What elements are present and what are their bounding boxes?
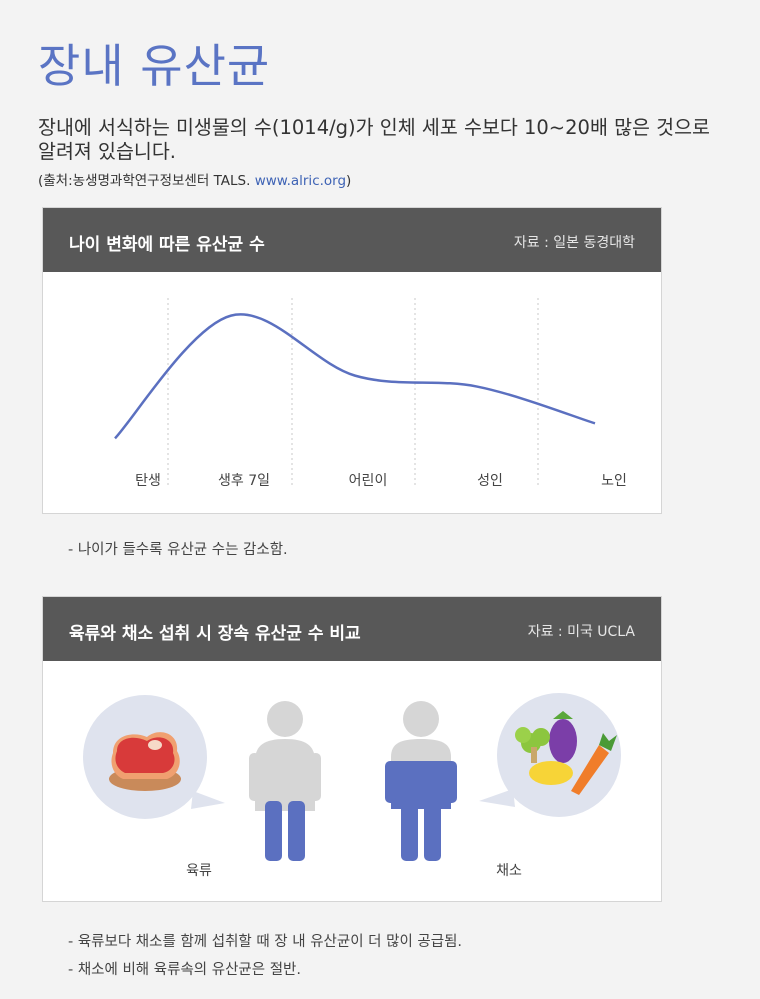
chart-note: - 나이가 들수록 유산균 수는 감소함. bbox=[68, 542, 288, 558]
source-citation: (출처:농생명과학연구정보센터 TALS. www.alric.org) bbox=[38, 169, 351, 189]
source-link[interactable]: www.alric.org bbox=[254, 173, 347, 189]
person-icon bbox=[249, 701, 321, 861]
age-chart-card: 나이 변화에 따른 유산균 수 자료 : 일본 동경대학 bbox=[42, 207, 662, 514]
age-line-chart bbox=[114, 298, 596, 487]
x-tick-label: 생후 7일 bbox=[218, 473, 270, 489]
card-header: 육류와 채소 섭취 시 장속 유산균 수 비교 자료 : 미국 UCLA bbox=[43, 597, 661, 661]
card-header: 나이 변화에 따른 유산균 수 자료 : 일본 동경대학 bbox=[43, 208, 661, 272]
veg-label: 채소 bbox=[496, 863, 522, 879]
page-title: 장내 유산균 bbox=[38, 39, 271, 93]
comparison-note-2: - 채소에 비해 육류속의 유산균은 절반. bbox=[68, 962, 301, 978]
vegetables-icon bbox=[479, 693, 621, 817]
source-suffix: ) bbox=[346, 173, 352, 189]
x-tick-label: 탄생 bbox=[135, 473, 161, 489]
comparison-illustration bbox=[83, 693, 621, 861]
x-tick-label: 어린이 bbox=[348, 473, 388, 489]
x-tick-label: 성인 bbox=[477, 473, 503, 489]
card-source: 자료 : 미국 UCLA bbox=[527, 624, 635, 640]
card-source: 자료 : 일본 동경대학 bbox=[513, 235, 635, 251]
meat-label: 육류 bbox=[186, 863, 212, 879]
x-tick-label: 노인 bbox=[601, 473, 627, 489]
source-prefix: (출처:농생명과학연구정보센터 TALS. bbox=[38, 173, 255, 189]
card-title: 나이 변화에 따른 유산균 수 bbox=[69, 235, 265, 255]
series-line bbox=[114, 313, 596, 440]
intro-text: 장내에 서식하는 미생물의 수(1014/g)가 인체 세포 수보다 10~20… bbox=[38, 116, 710, 163]
diet-comparison-card: 육류와 채소 섭취 시 장속 유산균 수 비교 자료 : 미국 UCLA bbox=[42, 596, 662, 902]
meat-icon bbox=[83, 695, 225, 819]
person-icon bbox=[385, 701, 457, 861]
comparison-note-1: - 육류보다 채소를 함께 섭취할 때 장 내 유산균이 더 많이 공급됨. bbox=[68, 934, 463, 950]
card-title: 육류와 채소 섭취 시 장속 유산균 수 비교 bbox=[69, 624, 361, 644]
